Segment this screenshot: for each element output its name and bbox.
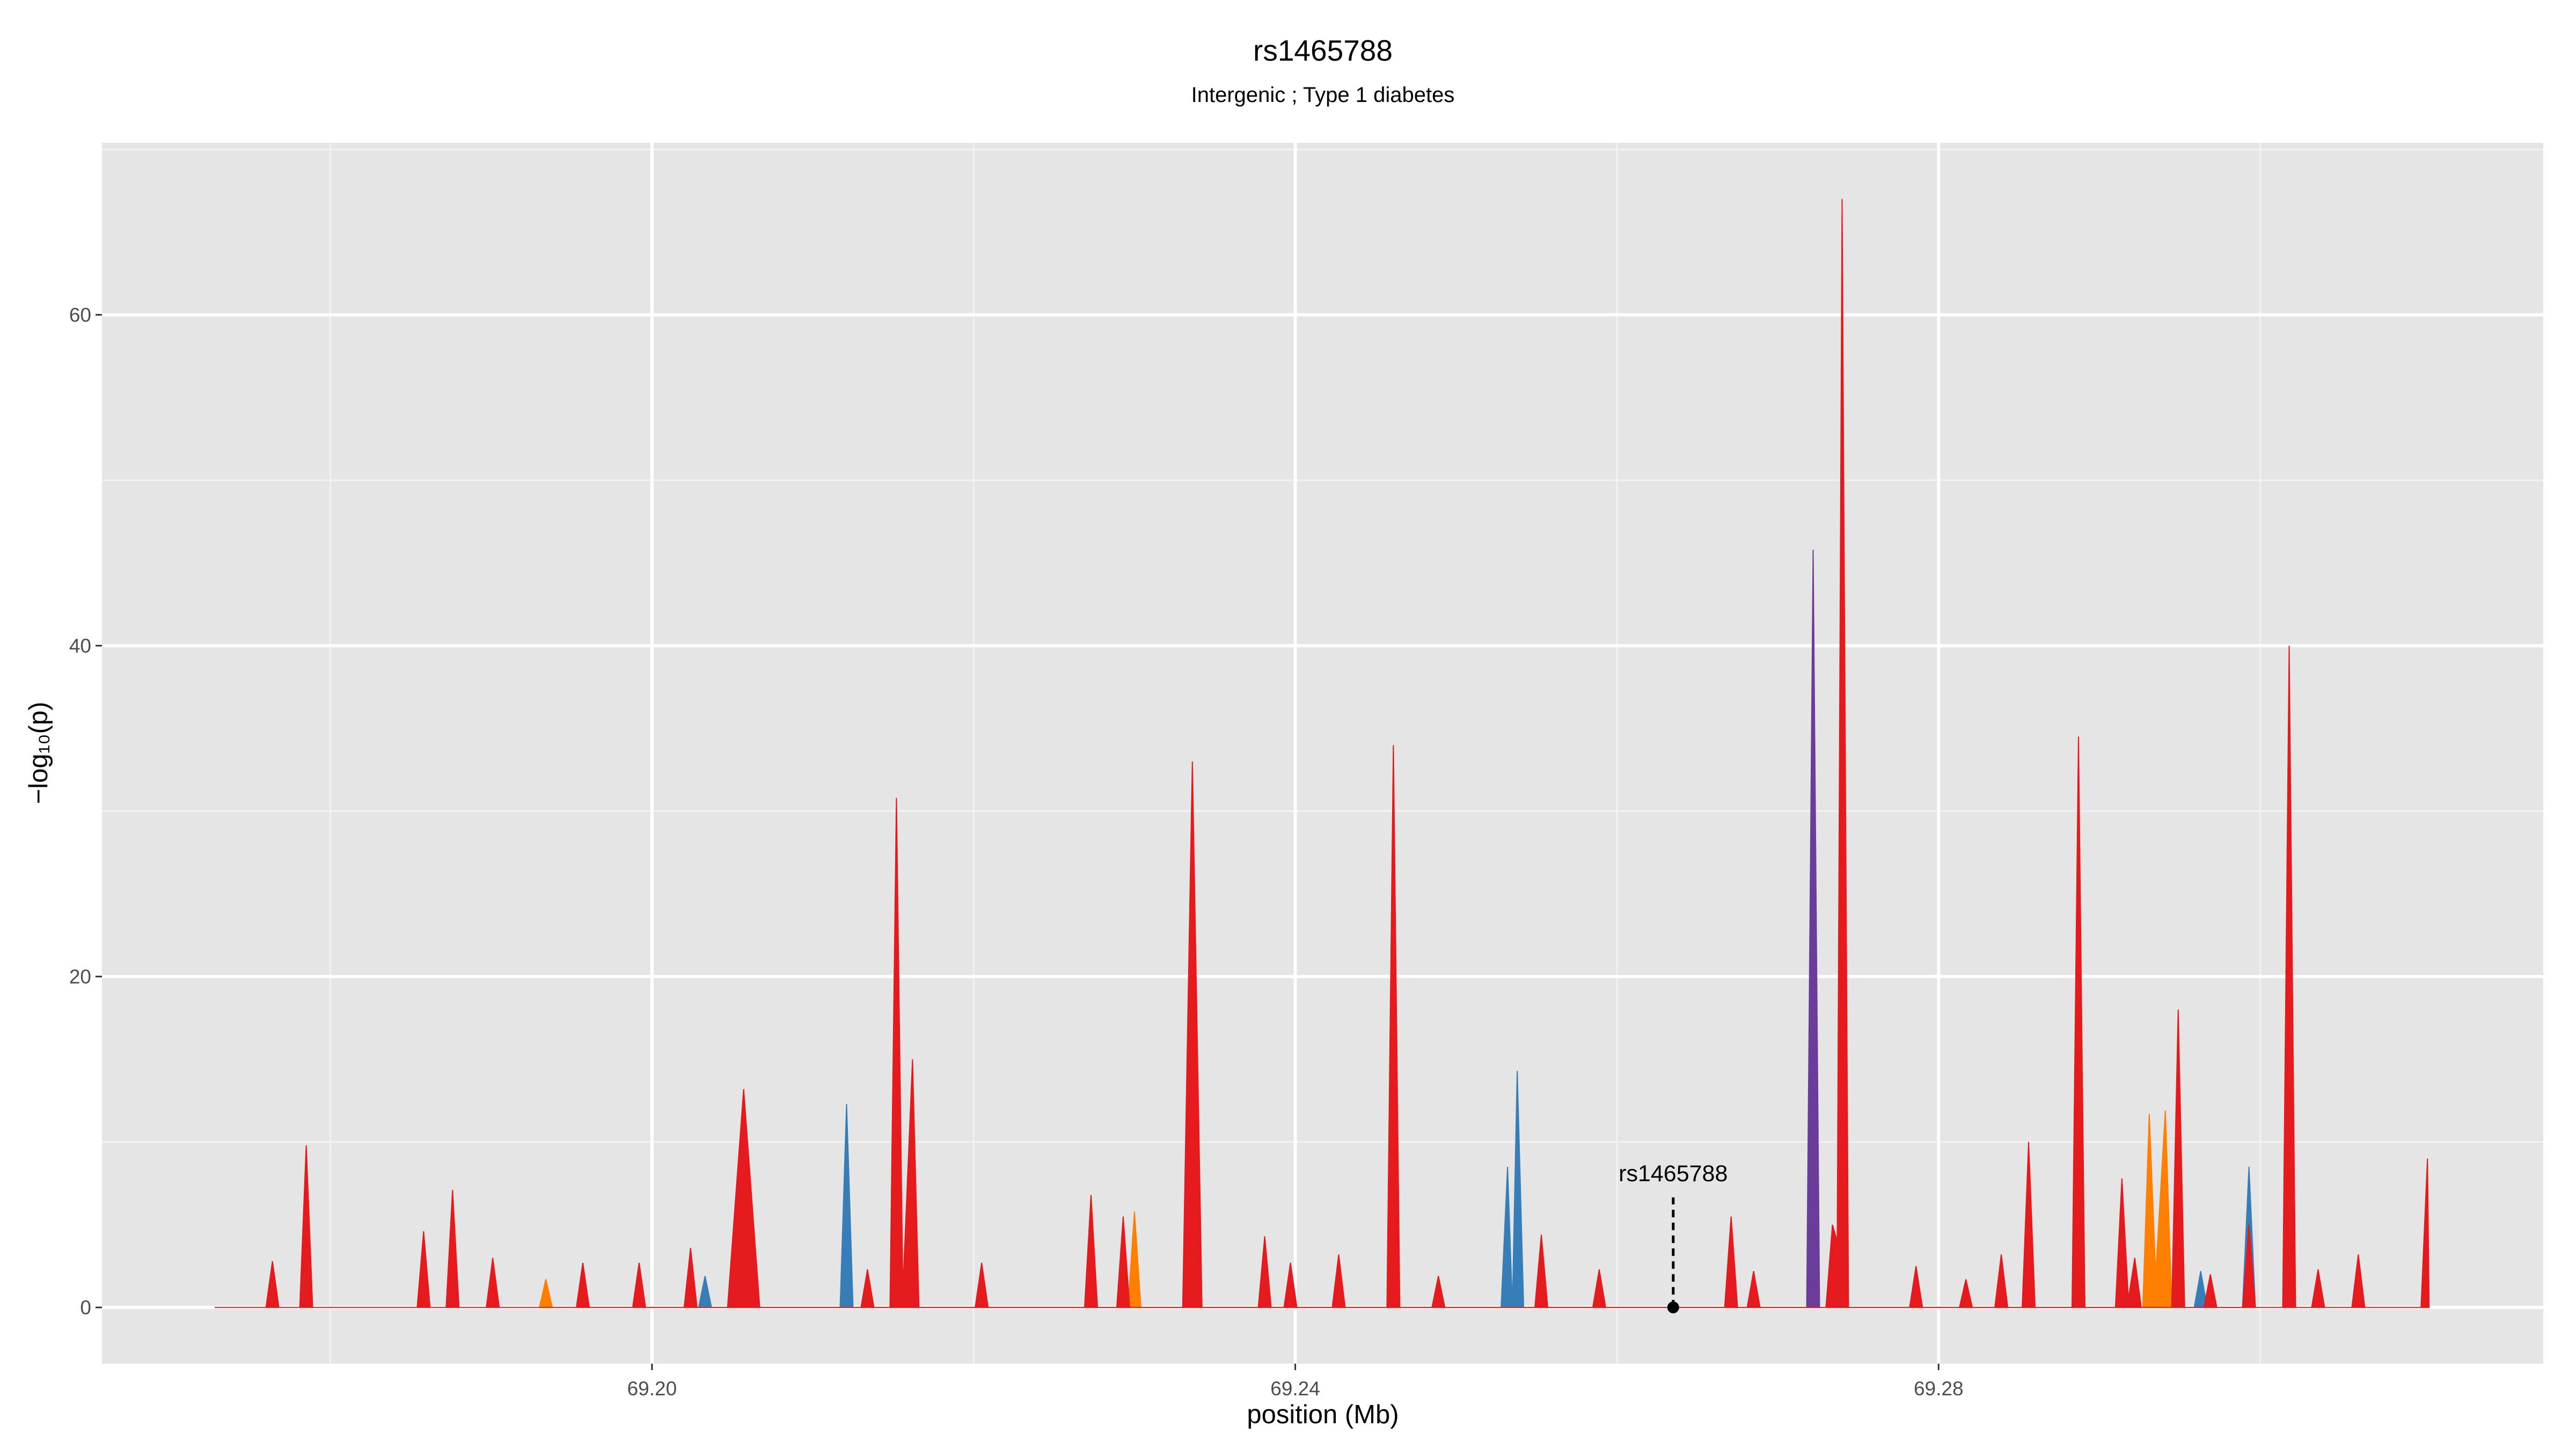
x-tick-label: 69.24 bbox=[1270, 1378, 1320, 1400]
chart-title: rs1465788 bbox=[1253, 34, 1393, 67]
x-axis-title: position (Mb) bbox=[1247, 1400, 1399, 1429]
y-tick-label: 0 bbox=[80, 1297, 91, 1319]
annotation-point bbox=[1667, 1301, 1679, 1314]
chart-subtitle: Intergenic ; Type 1 diabetes bbox=[1191, 83, 1455, 107]
x-tick-label: 69.20 bbox=[627, 1378, 677, 1400]
annotation-label: rs1465788 bbox=[1619, 1161, 1728, 1187]
y-tick-label: 20 bbox=[69, 966, 91, 988]
y-tick-label: 40 bbox=[69, 635, 91, 657]
y-axis-title: −log₁₀(p) bbox=[24, 702, 53, 804]
area bbox=[214, 199, 2430, 1308]
plot-panel bbox=[102, 143, 2543, 1364]
y-tick-label: 60 bbox=[69, 304, 91, 326]
x-tick-label: 69.28 bbox=[1914, 1378, 1964, 1400]
